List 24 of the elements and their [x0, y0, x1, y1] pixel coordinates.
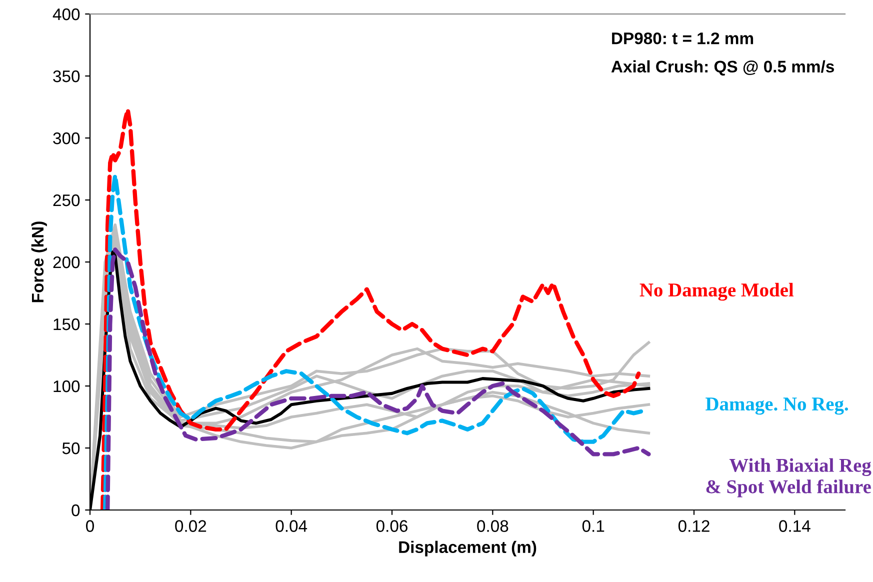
x-tick-label: 0.08 — [477, 520, 508, 532]
text: Damage. No Reg. — [706, 398, 848, 415]
y-tick-label: 400 — [52, 8, 80, 20]
y-tick-label: 250 — [53, 194, 80, 206]
annotation: DP980: t = 1.2 mm — [612, 32, 754, 44]
x-tick-label: 0.04 — [276, 520, 308, 532]
y-tick-label: 0 — [72, 504, 80, 516]
y-tick-label: 150 — [54, 318, 80, 330]
y-tick-label: 300 — [53, 132, 80, 144]
x-tick-label: 0.02 — [175, 520, 206, 532]
x-axis-title: Displacement (m) — [399, 540, 536, 556]
y-axis-title: Force (kN) — [31, 222, 47, 302]
y-tick-label: 350 — [53, 70, 80, 82]
y-tick-label: 200 — [53, 256, 80, 268]
x-tick-label: 0.1 — [582, 520, 604, 532]
x-tick-label: 0 — [86, 520, 94, 532]
text: With Biaxial Reg & Spot Weld failure — [706, 458, 872, 498]
y-tick-label: 50 — [62, 442, 80, 454]
x-tick-label: 0.06 — [376, 520, 408, 532]
text: No Damage Model — [640, 282, 794, 301]
y-tick-label: 100 — [54, 380, 80, 392]
x-tick-label: 0.12 — [678, 520, 710, 532]
annotation: Axial Crush: QS @ 0.5 mm/s — [611, 60, 834, 76]
x-tick-label: 0.14 — [779, 520, 810, 532]
